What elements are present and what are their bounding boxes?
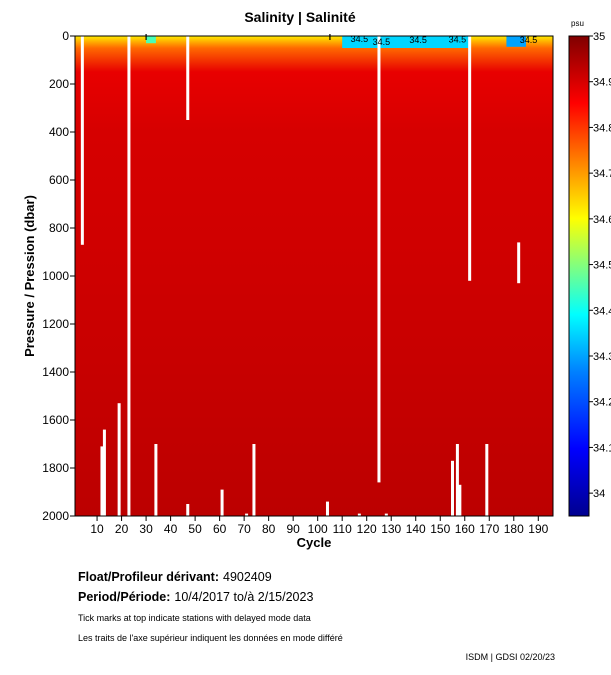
y-tick-label: 1800 <box>42 461 69 475</box>
colorbar-tick-label: 35 <box>593 31 605 43</box>
contour-label: 34.5 <box>449 34 467 44</box>
y-tick-label: 1600 <box>42 413 69 427</box>
x-tick-label: 80 <box>262 522 276 536</box>
plot-area: 34.5 34.5 34.5 34.5 34.5 <box>75 34 553 516</box>
period-value: 10/4/2017 to/à 2/15/2023 <box>174 590 314 604</box>
colorbar-tick-label: 34.6 <box>593 214 611 226</box>
x-tick-label: 140 <box>406 522 426 536</box>
x-tick-label: 20 <box>115 522 129 536</box>
contour-label: 34.5 <box>351 34 369 44</box>
note-english: Tick marks at top indicate stations with… <box>78 613 311 623</box>
period-info: Period/Période: 10/4/2017 to/à 2/15/2023 <box>78 590 313 604</box>
colorbar-tick-label: 34.9 <box>593 77 611 89</box>
y-tick-label: 600 <box>49 173 69 187</box>
x-tick-label: 110 <box>333 522 352 536</box>
y-axis-label: Pressure / Pression (dbar) <box>22 195 37 357</box>
contour-label: 34.5 <box>373 37 391 47</box>
missing-profile-gap <box>80 36 84 245</box>
colorbar-ticks: 35 34.9 34.8 34.7 34.6 34.5 34.4 34.3 34.2 34.1 34 <box>589 31 611 500</box>
y-tick-label: 1200 <box>42 317 69 331</box>
low-salinity-patch <box>506 36 527 47</box>
colorbar-tick-label: 34.2 <box>593 397 611 409</box>
missing-profile-gap <box>186 36 190 120</box>
x-tick-label: 160 <box>455 522 475 536</box>
missing-profile-gap <box>127 36 131 516</box>
colorbar-tick-label: 34.3 <box>593 351 611 363</box>
colorbar-tick-label: 34.5 <box>593 260 611 272</box>
x-tick-label: 90 <box>286 522 300 536</box>
colorbar <box>568 35 590 517</box>
missing-profile-gap <box>325 501 329 516</box>
missing-profile-gap <box>384 513 388 516</box>
y-tick-label: 400 <box>49 125 69 139</box>
missing-profile-gap <box>186 504 190 516</box>
missing-profile-gap <box>357 513 361 516</box>
colorbar-tick-label: 34.8 <box>593 122 611 134</box>
x-tick-label: 170 <box>479 522 499 536</box>
y-tick-label: 200 <box>49 77 69 91</box>
missing-profile-gap <box>377 36 381 483</box>
footer-credit: ISDM | GDSI 02/20/23 <box>465 652 555 662</box>
colorbar-tick-label: 34.1 <box>593 442 611 454</box>
float-label: Float/Profileur dérivant: <box>78 570 219 584</box>
period-label: Period/Période: <box>78 590 171 604</box>
note-french: Les traits de l'axe supérieur indiquent … <box>78 633 343 643</box>
x-tick-label: 100 <box>308 522 328 536</box>
y-tick-label: 2000 <box>42 509 69 523</box>
x-axis: 10 20 30 40 50 60 70 80 90 100 110 120 130 140 150 160 1… <box>90 516 549 536</box>
x-tick-label: 130 <box>381 522 401 536</box>
missing-profile-gap <box>468 36 472 281</box>
missing-profile-gap <box>450 460 454 516</box>
colorbar-tick-label: 34 <box>593 488 605 500</box>
y-tick-label: 1000 <box>42 269 69 283</box>
missing-profile-gap <box>102 429 106 516</box>
x-tick-label: 120 <box>357 522 377 536</box>
chart-title: Salinity | Salinité <box>244 9 355 25</box>
x-tick-label: 70 <box>237 522 251 536</box>
y-tick-label: 0 <box>62 29 69 43</box>
missing-profile-gap <box>458 484 462 516</box>
y-tick-label: 1400 <box>42 365 69 379</box>
x-tick-label: 50 <box>188 522 202 536</box>
low-salinity-patch <box>146 36 156 44</box>
salinity-field <box>75 36 553 516</box>
x-tick-label: 10 <box>90 522 104 536</box>
y-tick-label: 800 <box>49 221 69 235</box>
low-salinity-patch <box>342 36 470 48</box>
float-value: 4902409 <box>223 570 272 584</box>
y-axis: 0 200 400 600 800 1000 1200 1400 1600 1800 2000 <box>42 29 75 523</box>
x-tick-label: 180 <box>504 522 524 536</box>
x-tick-label: 190 <box>528 522 548 536</box>
missing-profile-gap <box>517 242 521 284</box>
missing-profile-gap <box>245 513 249 516</box>
missing-profile-gap <box>485 444 489 516</box>
x-tick-label: 40 <box>164 522 178 536</box>
missing-profile-gap <box>154 444 158 516</box>
missing-profile-gap <box>220 489 224 516</box>
float-info: Float/Profileur dérivant: 4902409 <box>78 570 272 584</box>
x-tick-label: 30 <box>139 522 153 536</box>
contour-label: 34.5 <box>409 35 427 45</box>
contour-label: 34.5 <box>520 35 538 45</box>
x-axis-label: Cycle <box>297 535 332 550</box>
x-tick-label: 60 <box>213 522 227 536</box>
x-tick-label: 150 <box>430 522 450 536</box>
missing-profile-gap <box>455 444 459 516</box>
colorbar-tick-label: 34.4 <box>593 305 611 317</box>
missing-profile-gap <box>252 444 256 516</box>
missing-profile-gap <box>100 446 104 516</box>
missing-profile-gap <box>117 403 121 516</box>
colorbar-unit: psu <box>571 19 584 28</box>
colorbar-tick-label: 34.7 <box>593 168 611 180</box>
